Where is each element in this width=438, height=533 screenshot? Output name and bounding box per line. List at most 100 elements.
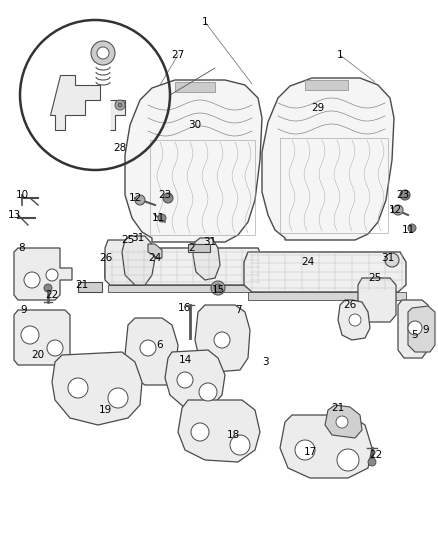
Circle shape xyxy=(408,224,416,232)
Text: 6: 6 xyxy=(157,340,163,350)
Polygon shape xyxy=(280,415,372,478)
Text: 26: 26 xyxy=(343,300,357,310)
Text: 10: 10 xyxy=(15,190,28,200)
Text: 31: 31 xyxy=(381,253,395,263)
Circle shape xyxy=(214,332,230,348)
Text: 11: 11 xyxy=(152,213,165,223)
Polygon shape xyxy=(148,244,162,258)
Text: 13: 13 xyxy=(7,210,21,220)
Circle shape xyxy=(349,314,361,326)
Text: 1: 1 xyxy=(201,17,208,27)
Circle shape xyxy=(140,340,156,356)
Polygon shape xyxy=(408,306,435,352)
Polygon shape xyxy=(108,285,262,292)
Circle shape xyxy=(108,388,128,408)
Polygon shape xyxy=(105,248,262,285)
Polygon shape xyxy=(50,75,100,130)
Circle shape xyxy=(24,272,40,288)
Text: 22: 22 xyxy=(46,290,59,300)
Text: 12: 12 xyxy=(128,193,141,203)
Text: 8: 8 xyxy=(19,243,25,253)
Text: 7: 7 xyxy=(235,305,241,315)
Circle shape xyxy=(118,103,122,107)
Text: 29: 29 xyxy=(311,103,325,113)
Circle shape xyxy=(336,416,348,428)
Text: 28: 28 xyxy=(113,143,127,153)
Text: 12: 12 xyxy=(389,205,402,215)
Text: 31: 31 xyxy=(131,233,145,243)
Polygon shape xyxy=(165,350,225,408)
Polygon shape xyxy=(52,352,142,425)
Text: 3: 3 xyxy=(261,357,268,367)
Text: 31: 31 xyxy=(203,237,217,247)
Text: 24: 24 xyxy=(301,257,314,267)
Polygon shape xyxy=(188,244,210,252)
Polygon shape xyxy=(248,292,406,300)
Text: 24: 24 xyxy=(148,253,162,263)
Polygon shape xyxy=(14,248,72,300)
Circle shape xyxy=(337,449,359,471)
Polygon shape xyxy=(122,236,155,285)
Polygon shape xyxy=(325,405,362,438)
Circle shape xyxy=(68,378,88,398)
Text: 30: 30 xyxy=(188,120,201,130)
Circle shape xyxy=(211,281,225,295)
Text: 2: 2 xyxy=(189,243,195,253)
Text: 23: 23 xyxy=(159,190,172,200)
Polygon shape xyxy=(110,100,125,130)
Text: 19: 19 xyxy=(99,405,112,415)
Polygon shape xyxy=(193,238,220,280)
Polygon shape xyxy=(14,310,70,365)
Polygon shape xyxy=(125,80,262,242)
Circle shape xyxy=(393,205,403,215)
Polygon shape xyxy=(195,305,250,372)
Text: 25: 25 xyxy=(368,273,381,283)
Text: 1: 1 xyxy=(337,50,343,60)
Circle shape xyxy=(214,284,222,292)
Circle shape xyxy=(177,372,193,388)
Circle shape xyxy=(44,284,52,292)
Polygon shape xyxy=(125,318,178,385)
Circle shape xyxy=(135,195,145,205)
Text: 21: 21 xyxy=(75,280,88,290)
Text: 17: 17 xyxy=(304,447,317,457)
Text: 22: 22 xyxy=(369,450,383,460)
Text: 21: 21 xyxy=(332,403,345,413)
Circle shape xyxy=(199,383,217,401)
Circle shape xyxy=(408,321,422,335)
Text: 18: 18 xyxy=(226,430,240,440)
Polygon shape xyxy=(398,300,428,358)
Polygon shape xyxy=(105,240,148,285)
Circle shape xyxy=(163,193,173,203)
Polygon shape xyxy=(358,278,396,322)
Text: 9: 9 xyxy=(423,325,429,335)
Polygon shape xyxy=(338,300,370,340)
Circle shape xyxy=(295,440,315,460)
Circle shape xyxy=(47,340,63,356)
Text: 25: 25 xyxy=(121,235,134,245)
Polygon shape xyxy=(78,282,102,292)
Circle shape xyxy=(158,214,166,222)
Circle shape xyxy=(385,253,399,267)
Circle shape xyxy=(400,190,410,200)
Text: 14: 14 xyxy=(178,355,192,365)
Polygon shape xyxy=(175,82,215,92)
Polygon shape xyxy=(244,252,406,292)
Circle shape xyxy=(368,458,376,466)
Text: 26: 26 xyxy=(99,253,113,263)
Circle shape xyxy=(230,435,250,455)
Circle shape xyxy=(21,326,39,344)
Text: 11: 11 xyxy=(401,225,415,235)
Text: 16: 16 xyxy=(177,303,191,313)
Polygon shape xyxy=(178,400,260,462)
Polygon shape xyxy=(305,80,348,90)
Text: 20: 20 xyxy=(32,350,45,360)
Text: 27: 27 xyxy=(171,50,185,60)
Polygon shape xyxy=(262,78,394,240)
Circle shape xyxy=(115,100,125,110)
Circle shape xyxy=(91,41,115,65)
Text: 15: 15 xyxy=(212,285,225,295)
Circle shape xyxy=(97,47,109,59)
Circle shape xyxy=(46,269,58,281)
Circle shape xyxy=(191,423,209,441)
